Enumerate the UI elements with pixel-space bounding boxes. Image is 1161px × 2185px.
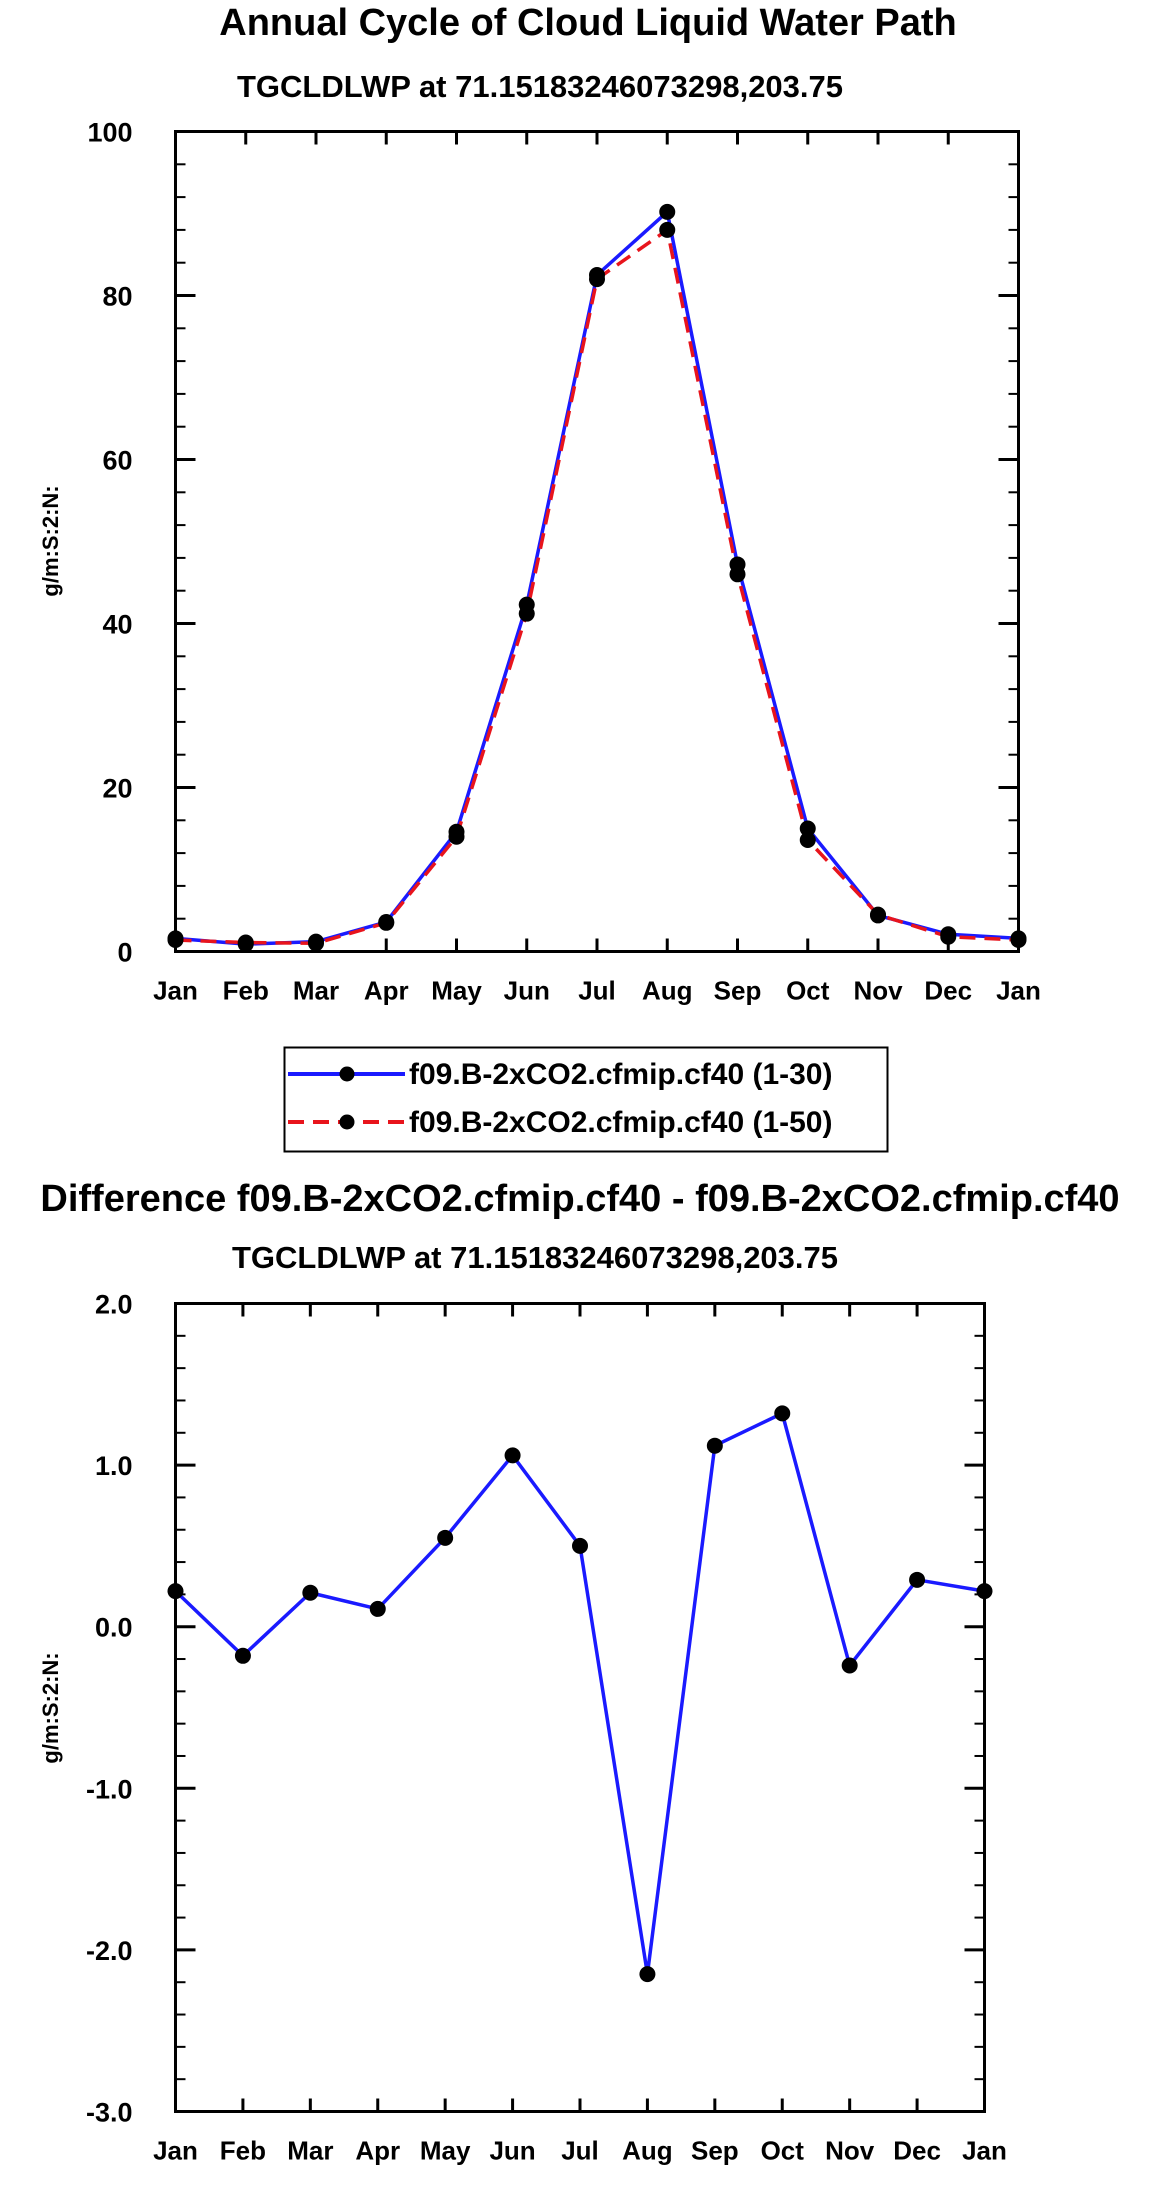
bottom-series-group bbox=[167, 1405, 993, 1983]
top-series-2-point bbox=[589, 271, 605, 288]
legend-label-1: f09.B-2xCO2.cfmip.cf40 (1-30) bbox=[409, 1058, 833, 1091]
bottom-axis-ticks bbox=[174, 1302, 986, 2113]
bottom-x-tick-label: Jul bbox=[561, 2136, 599, 2166]
top-series-2-point bbox=[308, 935, 324, 952]
top-x-tick-labels: Jan Feb Mar Apr May Jun Jul Aug Sep Oct Nov Dec Jan bbox=[153, 976, 1041, 1006]
bottom-x-tick-label: Nov bbox=[825, 2136, 875, 2166]
top-series-1-point bbox=[799, 820, 816, 837]
bottom-y-tick-label: -1.0 bbox=[86, 1774, 133, 1804]
top-x-tick-label: Dec bbox=[924, 976, 972, 1006]
bottom-series-1-point bbox=[234, 1647, 251, 1664]
legend-marker-2 bbox=[339, 1114, 355, 1130]
bottom-chart-title: Difference f09.B-2xCO2.cfmip.cf40 - f09.… bbox=[40, 1178, 1119, 1220]
top-chart-subtitle: TGCLDLWP at 71.15183246073298,203.75 bbox=[237, 69, 843, 104]
bottom-series-1-point bbox=[437, 1529, 454, 1546]
top-y-tick-label: 60 bbox=[102, 446, 132, 476]
bottom-x-tick-label: Oct bbox=[761, 2136, 805, 2166]
bottom-y-tick-labels: -3.0 -2.0 -1.0 0.0 1.0 2.0 bbox=[86, 1290, 133, 2128]
top-y-tick-label: 100 bbox=[87, 118, 132, 148]
top-series-2-point bbox=[518, 605, 535, 622]
bottom-x-tick-label: Apr bbox=[355, 2136, 400, 2166]
bottom-y-tick-label: 0.0 bbox=[95, 1613, 133, 1643]
bottom-chart-subtitle: TGCLDLWP at 71.15183246073298,203.75 bbox=[232, 1240, 838, 1275]
top-x-tick-label: Mar bbox=[293, 976, 339, 1006]
bottom-series-1-point bbox=[909, 1571, 926, 1588]
bottom-series-1-point bbox=[841, 1657, 858, 1674]
bottom-series-1-point bbox=[774, 1405, 791, 1422]
bottom-plot-frame bbox=[174, 1302, 986, 2113]
bottom-x-tick-label: Aug bbox=[622, 2136, 673, 2166]
top-x-tick-label: May bbox=[431, 976, 482, 1006]
top-x-tick-label: Jun bbox=[504, 976, 550, 1006]
legend-label-2: f09.B-2xCO2.cfmip.cf40 (1-50) bbox=[409, 1106, 833, 1139]
top-x-tick-label: Nov bbox=[853, 976, 903, 1006]
top-axis-ticks bbox=[174, 130, 1020, 953]
top-y-axis-label: g/m:S:2:N: bbox=[38, 485, 63, 596]
legend-marker-1 bbox=[339, 1066, 355, 1082]
top-series-2-point bbox=[237, 934, 254, 951]
top-y-tick-label: 80 bbox=[102, 282, 132, 312]
bottom-series-1-point bbox=[167, 1583, 184, 1600]
top-y-tick-label: 0 bbox=[117, 938, 132, 968]
bottom-x-tick-label: May bbox=[420, 2136, 471, 2166]
top-series-2-point bbox=[799, 831, 816, 848]
top-series-2-point bbox=[940, 928, 957, 945]
bottom-series-1-point bbox=[976, 1583, 993, 1600]
bottom-series-1-point bbox=[504, 1447, 521, 1464]
bottom-x-tick-label: Feb bbox=[220, 2136, 266, 2166]
top-series-1-point bbox=[659, 203, 676, 220]
bottom-y-tick-label: 2.0 bbox=[95, 1290, 133, 1320]
top-series-2-point bbox=[729, 566, 746, 583]
top-y-tick-labels: 0 20 40 60 80 100 bbox=[87, 118, 132, 968]
bottom-x-tick-label: Mar bbox=[287, 2136, 333, 2166]
bottom-x-tick-label: Jun bbox=[489, 2136, 535, 2166]
top-x-tick-label: Jan bbox=[996, 976, 1041, 1006]
top-y-tick-label: 20 bbox=[102, 774, 132, 804]
bottom-x-tick-label: Jan bbox=[962, 2136, 1007, 2166]
top-series-line-1 bbox=[175, 210, 1019, 946]
bottom-x-tick-label: Sep bbox=[691, 2136, 739, 2166]
top-series-2-point bbox=[448, 828, 465, 845]
top-plot-frame bbox=[174, 130, 1020, 953]
top-x-tick-label: Feb bbox=[223, 976, 269, 1006]
bottom-series-1-point bbox=[639, 1966, 656, 1983]
top-x-tick-label: Aug bbox=[642, 976, 693, 1006]
top-series-line-2 bbox=[175, 228, 1019, 946]
bottom-series-1-point bbox=[706, 1437, 723, 1454]
bottom-y-axis-label: g/m:S:2:N: bbox=[38, 1652, 63, 1763]
top-series-2-point bbox=[1010, 932, 1027, 949]
top-series-2-point bbox=[659, 221, 676, 238]
top-x-tick-label: Oct bbox=[786, 976, 830, 1006]
bottom-series-1-point bbox=[302, 1584, 319, 1601]
top-chart-title: Annual Cycle of Cloud Liquid Water Path bbox=[219, 2, 957, 44]
bottom-series-line-1 bbox=[174, 1411, 985, 1976]
bottom-x-tick-labels: Jan Feb Mar Apr May Jun Jul Aug Sep Oct Nov Dec Jan bbox=[153, 2136, 1007, 2166]
top-y-tick-label: 40 bbox=[102, 610, 132, 640]
top-series-group bbox=[167, 203, 1027, 953]
top-x-tick-label: Apr bbox=[364, 976, 409, 1006]
top-series-2-point bbox=[378, 914, 395, 931]
bottom-y-tick-label: -2.0 bbox=[86, 1936, 133, 1966]
top-x-tick-label: Sep bbox=[714, 976, 762, 1006]
top-series-2-point bbox=[870, 906, 886, 923]
bottom-y-tick-label: 1.0 bbox=[95, 1451, 133, 1481]
top-x-tick-label: Jan bbox=[153, 976, 198, 1006]
top-series-2-point bbox=[167, 932, 184, 949]
bottom-y-tick-label: -3.0 bbox=[86, 2098, 133, 2128]
top-x-tick-label: Jul bbox=[578, 976, 616, 1006]
legend-box bbox=[283, 1046, 889, 1153]
top-legend: f09.B-2xCO2.cfmip.cf40 (1-30) f09.B-2xCO… bbox=[283, 1046, 889, 1153]
bottom-x-tick-label: Jan bbox=[153, 2136, 198, 2166]
bottom-series-1-point bbox=[572, 1537, 588, 1554]
bottom-series-1-point bbox=[369, 1600, 386, 1617]
bottom-x-tick-label: Dec bbox=[893, 2136, 941, 2166]
